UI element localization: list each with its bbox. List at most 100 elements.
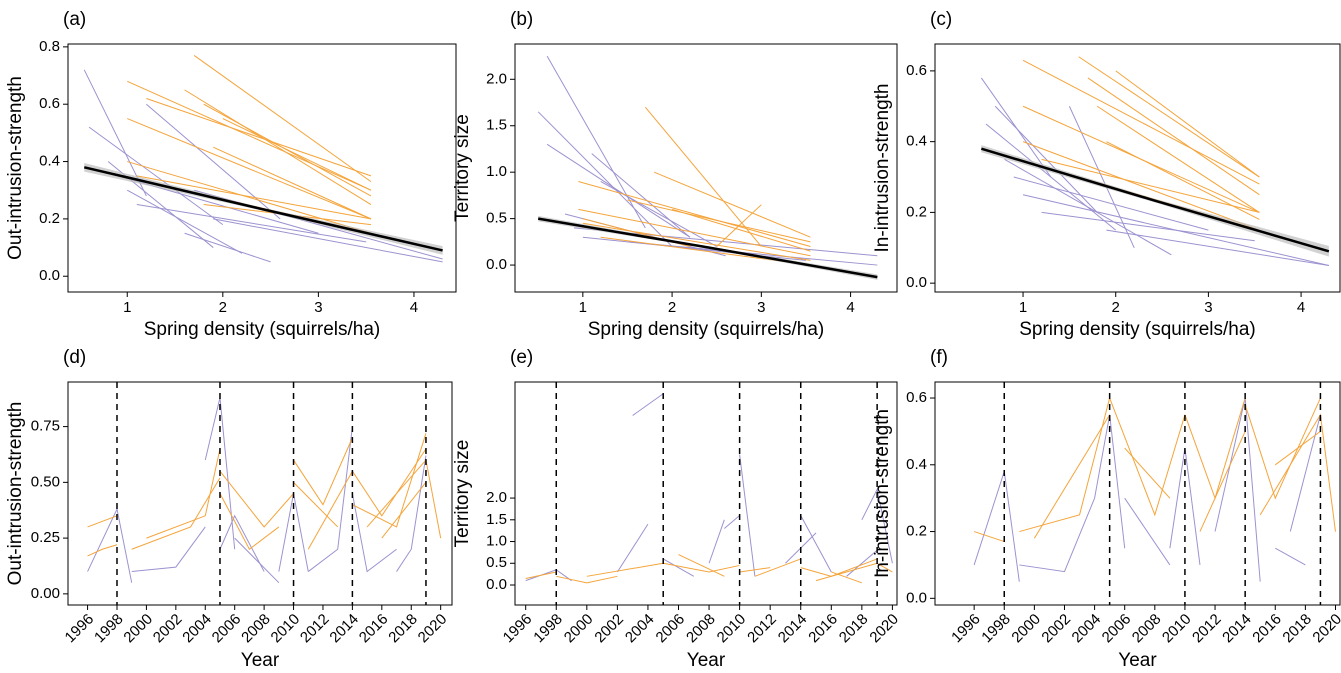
x-tick-label: 2020 [415,611,451,647]
x-tick-label: 1996 [500,611,536,647]
trajectory-line [351,448,427,517]
trajectory-line [213,146,372,220]
y-tick-label: 0.2 [906,523,927,540]
y-tick-label: 1.5 [486,117,507,134]
trajectory-line [716,204,762,247]
trajectory-line [973,531,1005,543]
x-tick-label: 3 [757,299,765,316]
trajectory-line [627,199,811,243]
trajectory-line [632,393,664,416]
x-tick-label: 2020 [866,611,902,647]
trajectory-line [662,558,695,577]
x-tick-label: 2008 [683,611,719,647]
trajectory-line [546,143,691,238]
trajectory-line [1078,56,1260,178]
trajectory-line [1022,59,1260,185]
trajectory-line [87,515,118,528]
x-tick-label: 2006 [1099,611,1135,647]
trajectory-line [831,571,863,584]
trajectory-line [600,181,717,247]
x-tick-label: 1998 [530,611,566,647]
plot-area [537,55,878,280]
trajectory-line [846,549,878,577]
trajectory-line [1019,397,1111,533]
trajectory-line [127,161,372,234]
trajectory-line [1184,397,1246,500]
panel-border [934,381,1341,606]
x-tick-label: 2000 [561,611,597,647]
x-tick-label: 2018 [1279,611,1315,647]
x-tick-label: 1996 [62,611,98,647]
trajectory-line [663,562,740,573]
y-tick-label: 1.0 [486,533,507,550]
trajectory-line [127,80,372,191]
panel-label: (f) [930,347,948,368]
panel-border [67,43,457,293]
trajectory-line [985,123,1117,231]
trajectory-line [136,204,367,243]
x-tick-label: 2014 [326,611,362,647]
y-tick-label: 0.0 [906,274,927,291]
panel-label: (c) [930,9,952,30]
x-tick-label: 2002 [1038,611,1074,647]
trajectory-line [1109,397,1186,517]
x-tick-label: 4 [846,299,854,316]
trajectory-line [127,118,372,220]
trajectory-line [146,448,221,539]
trajectory-line [351,493,397,573]
x-tick-label: 2016 [356,611,392,647]
trajectory-line [1094,414,1126,549]
trajectory-line [83,69,147,197]
x-axis-label: Spring density (squirrels/ha) [588,319,825,340]
x-tick-label: 3 [314,299,322,316]
trajectory-line [616,523,649,573]
plot-area [980,56,1330,266]
y-tick-label: 0.0 [39,267,60,284]
trajectory-line [87,544,118,557]
trajectory-line [1004,158,1172,256]
x-tick-label: 1998 [91,611,127,647]
y-axis-label: Out-intrusion-strength [5,76,26,260]
trajectory-line [1259,413,1336,532]
trajectory-line [627,241,878,266]
trajectory-line [1087,77,1260,196]
y-tick-label: 0.4 [906,133,927,150]
trajectory-line [88,126,224,226]
trajectory-line [556,575,618,584]
panel-border [514,381,898,606]
x-tick-label: 3 [1204,299,1212,316]
trajectory-line [307,470,353,550]
trajectory-line [537,111,673,247]
trajectory-line [678,554,725,577]
trajectory-line [582,222,811,261]
x-axis-label: Spring density (squirrels/ha) [144,319,381,340]
panel-label: (d) [63,347,86,368]
x-tick-label: 2 [668,299,676,316]
x-tick-label: 2004 [179,611,215,647]
trajectory-line [1124,447,1171,499]
fit-line [537,217,878,279]
x-tick-label: 1 [579,299,587,316]
trajectory-line [213,218,443,263]
x-tick-label: 2018 [385,611,421,647]
x-axis-label: Year [1118,650,1157,671]
panel-label: (e) [510,347,533,368]
trajectory-line [654,171,811,238]
trajectory-line [1275,547,1306,566]
x-tick-label: 2002 [591,611,627,647]
trajectory-line [87,507,133,583]
trajectory-line [754,558,801,577]
trajectory-line [591,153,691,238]
y-tick-label: 0.8 [39,38,60,55]
x-tick-label: 2012 [297,611,333,647]
trajectory-line [234,537,280,584]
x-tick-label: 2010 [268,611,304,647]
panel-label: (b) [510,9,533,30]
x-tick-label: 2018 [836,611,872,647]
panel-border [934,43,1341,293]
trajectory-line [525,571,557,579]
trajectory-line [724,515,740,529]
x-tick-label: 2010 [1159,611,1195,647]
trajectory-line [1199,431,1246,532]
plot-area [973,382,1336,605]
